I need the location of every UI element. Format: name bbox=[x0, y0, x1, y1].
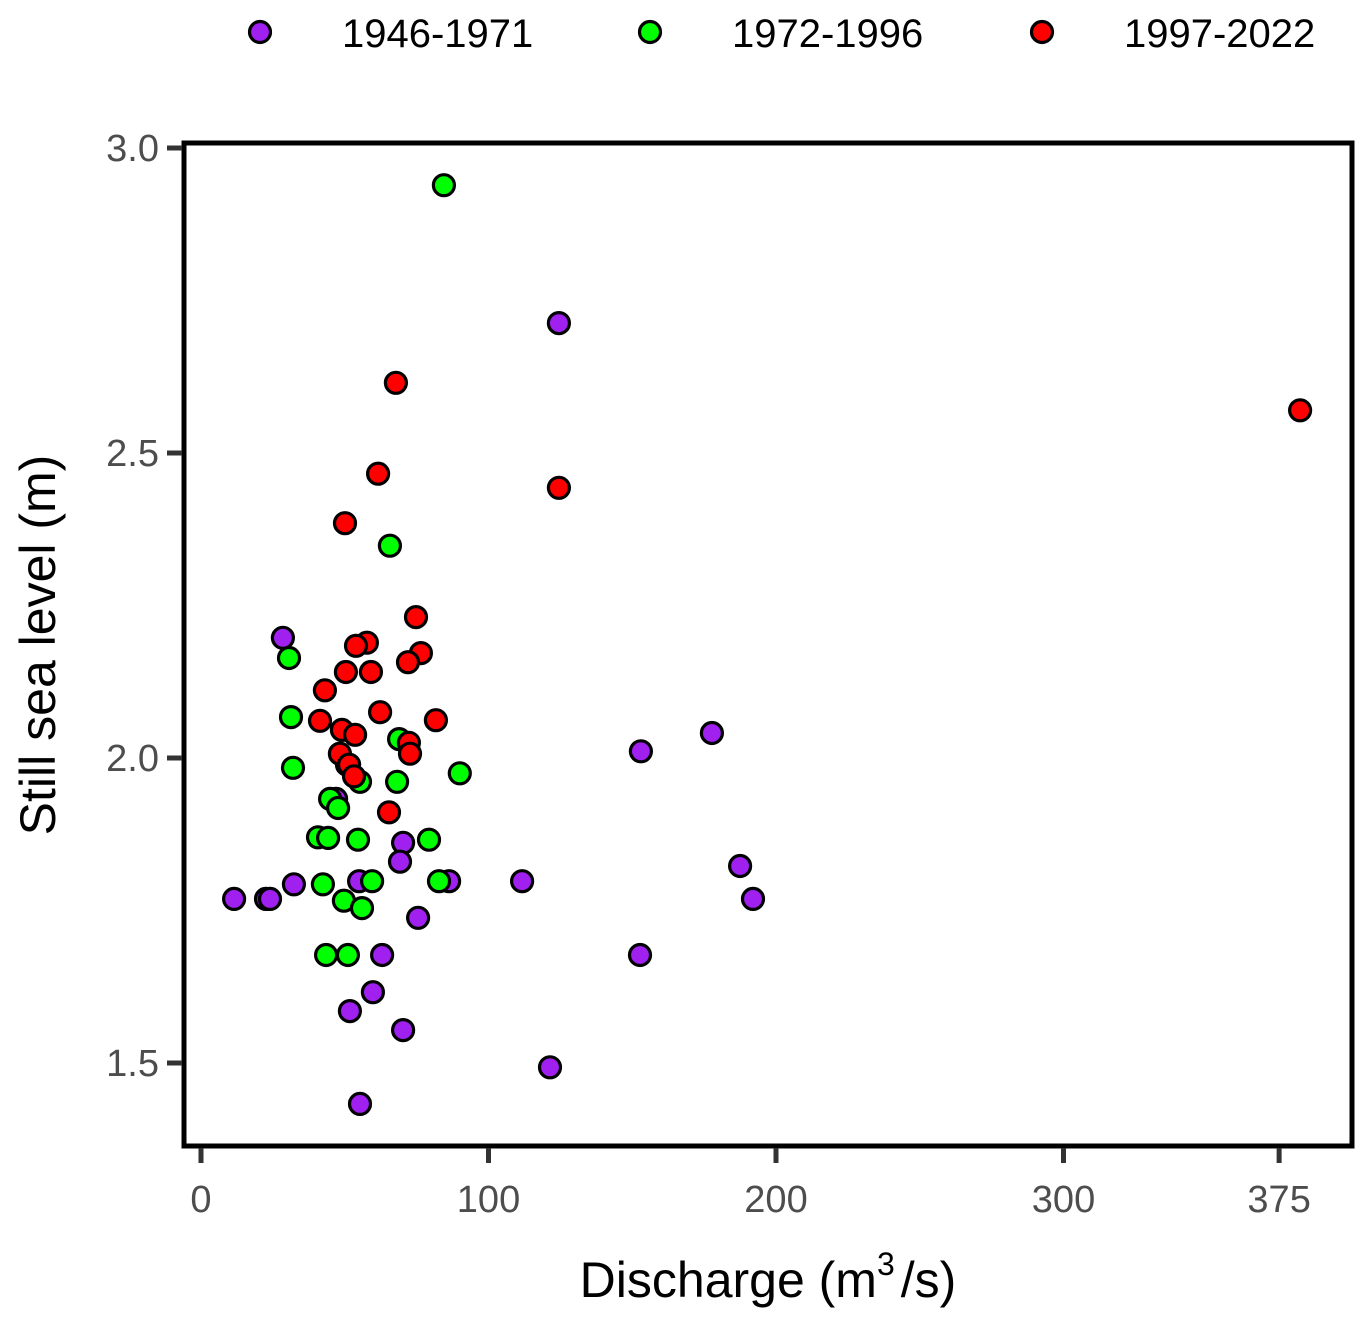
legend-item: 1997-2022 bbox=[1029, 12, 1315, 56]
legend: 1946-1971 1972-1996 1997-2022 bbox=[247, 12, 1315, 56]
data-point bbox=[423, 708, 448, 733]
data-point bbox=[270, 625, 295, 650]
x-tick-label: 300 bbox=[1032, 1179, 1095, 1221]
data-point bbox=[383, 370, 408, 395]
data-point bbox=[345, 827, 371, 852]
data-point bbox=[426, 869, 452, 894]
legend-label: 1972-1996 bbox=[732, 12, 923, 56]
y-tick-label: 3.0 bbox=[106, 128, 159, 170]
data-point bbox=[1287, 398, 1313, 423]
data-point bbox=[368, 700, 393, 725]
data-point bbox=[326, 795, 351, 821]
y-axis: 1.5 2.0 2.5 3.0 bbox=[106, 128, 182, 1085]
legend-label: 1997-2022 bbox=[1124, 12, 1315, 56]
data-point bbox=[546, 475, 572, 500]
data-point bbox=[447, 761, 472, 786]
legend-key-marker bbox=[1029, 19, 1055, 45]
data-point bbox=[385, 769, 410, 794]
data-point bbox=[314, 942, 339, 968]
data-point bbox=[257, 886, 283, 912]
data-point bbox=[312, 678, 337, 703]
y-tick-label: 1.5 bbox=[106, 1043, 159, 1085]
data-point bbox=[627, 942, 653, 968]
data-point bbox=[387, 849, 413, 874]
data-point bbox=[310, 872, 335, 897]
legend-key-marker bbox=[637, 19, 663, 45]
data-point bbox=[699, 720, 725, 746]
data-point bbox=[307, 708, 333, 733]
data-point bbox=[628, 739, 654, 764]
data-point bbox=[416, 827, 442, 852]
data-point bbox=[509, 869, 535, 894]
data-point bbox=[397, 741, 423, 766]
y-axis-title: Still sea level (m) bbox=[10, 455, 66, 836]
data-point bbox=[335, 942, 360, 968]
data-point bbox=[360, 980, 385, 1005]
x-tick-label: 100 bbox=[457, 1179, 520, 1221]
data-point bbox=[349, 895, 375, 921]
data-point bbox=[222, 886, 247, 912]
data-point bbox=[281, 872, 306, 897]
x-tick-label: 200 bbox=[744, 1179, 807, 1221]
data-point bbox=[280, 755, 306, 780]
data-point bbox=[358, 659, 383, 685]
legend-key-marker bbox=[247, 19, 273, 45]
x-tick-label: 375 bbox=[1247, 1179, 1310, 1221]
data-point bbox=[316, 825, 341, 851]
x-axis-title: Discharge (m3/s) bbox=[580, 1246, 957, 1308]
data-point bbox=[333, 659, 358, 685]
data-point bbox=[360, 869, 385, 894]
y-tick-label: 2.5 bbox=[106, 433, 159, 475]
data-point bbox=[377, 533, 402, 558]
x-tick-label: 0 bbox=[190, 1179, 211, 1221]
data-point bbox=[332, 511, 358, 536]
data-point bbox=[376, 800, 402, 825]
data-point bbox=[395, 650, 421, 675]
data-point bbox=[391, 1017, 416, 1043]
data-point bbox=[343, 633, 369, 658]
data-point bbox=[366, 461, 391, 486]
series-1997-2022 bbox=[307, 370, 1313, 825]
data-point bbox=[431, 173, 456, 198]
data-point bbox=[546, 311, 572, 336]
data-point bbox=[727, 853, 753, 879]
points-layer bbox=[222, 173, 1313, 1117]
data-point bbox=[537, 1055, 563, 1080]
data-point bbox=[740, 886, 766, 912]
data-point bbox=[341, 764, 367, 789]
data-point bbox=[343, 722, 368, 747]
legend-item: 1972-1996 bbox=[637, 12, 923, 56]
data-point bbox=[337, 998, 362, 1024]
legend-item: 1946-1971 bbox=[247, 12, 533, 56]
data-point bbox=[403, 604, 429, 630]
y-tick-label: 2.0 bbox=[106, 738, 159, 780]
data-point bbox=[370, 942, 395, 968]
data-point bbox=[347, 1091, 373, 1117]
x-axis: 0 100 200 300 375 bbox=[190, 1148, 1311, 1221]
data-point bbox=[406, 905, 431, 930]
data-point bbox=[276, 645, 302, 671]
series-1972-1996 bbox=[276, 173, 472, 968]
data-point bbox=[278, 704, 304, 730]
legend-label: 1946-1971 bbox=[342, 12, 533, 56]
